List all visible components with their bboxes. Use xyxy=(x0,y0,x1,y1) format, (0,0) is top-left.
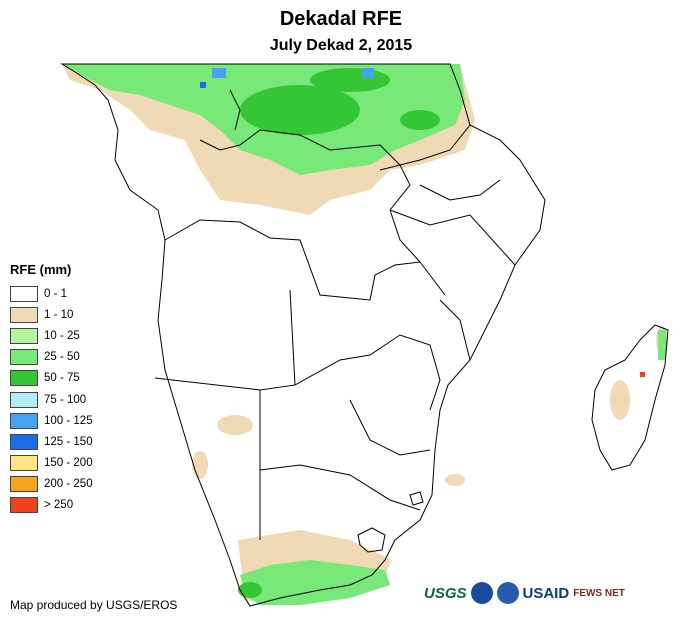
legend-item: 1 - 10 xyxy=(10,304,93,325)
legend-item: 100 - 125 xyxy=(10,410,93,431)
legend-label: 10 - 25 xyxy=(44,329,80,342)
legend-item: 150 - 200 xyxy=(10,453,93,474)
legend-swatch xyxy=(10,433,38,450)
legend-swatch xyxy=(10,285,38,302)
legend-item: 125 - 150 xyxy=(10,431,93,452)
legend-label: 0 - 1 xyxy=(44,287,68,300)
legend-label: 75 - 100 xyxy=(44,393,87,406)
legend-swatch xyxy=(10,391,38,408)
legend: RFE (mm) 0 - 1 1 - 10 10 - 25 25 - 50 50 - 7… xyxy=(10,262,93,516)
legend-item: 50 - 75 xyxy=(10,368,93,389)
rainfall-50-75-zones xyxy=(238,68,440,598)
legend-swatch xyxy=(10,349,38,366)
legend-item: 200 - 250 xyxy=(10,474,93,495)
country-borders xyxy=(60,63,669,607)
legend-swatch xyxy=(10,497,38,514)
usaid-logo: USAID xyxy=(522,584,570,602)
legend-swatch xyxy=(10,412,38,429)
legend-swatch xyxy=(10,306,38,323)
nasa-logo-icon xyxy=(496,582,519,604)
usgs-logo: USGS xyxy=(424,584,467,602)
fews-net-logo: FEWS NET xyxy=(573,587,625,599)
legend-swatch xyxy=(10,455,38,472)
legend-item: 0 - 1 xyxy=(10,283,93,304)
legend-label: 50 - 75 xyxy=(44,372,80,385)
legend-item: 10 - 25 xyxy=(10,325,93,346)
legend-label: 1 - 10 xyxy=(44,308,74,321)
legend-item: 75 - 100 xyxy=(10,389,93,410)
legend-label: 100 - 125 xyxy=(44,414,93,427)
legend-swatch xyxy=(10,476,38,493)
legend-label: 150 - 200 xyxy=(44,457,93,470)
legend-label: > 250 xyxy=(44,499,74,512)
legend-item: 25 - 50 xyxy=(10,347,93,368)
rainfall-over-250-spot xyxy=(640,372,645,377)
legend-label: 125 - 150 xyxy=(44,435,93,448)
legend-swatch xyxy=(10,370,38,387)
rainfall-25-50-zones xyxy=(62,64,666,605)
map-title: Dekadal RFE xyxy=(279,8,403,30)
noaa-logo-icon xyxy=(470,582,493,604)
legend-label: 200 - 250 xyxy=(44,478,93,491)
legend-label: 25 - 50 xyxy=(44,351,80,364)
legend-swatch xyxy=(10,327,38,344)
legend-item: > 250 xyxy=(10,495,93,516)
map-credit: Map produced by USGS/EROS xyxy=(10,598,178,612)
legend-title: RFE (mm) xyxy=(10,262,72,277)
map-subtitle: July Dekad 2, 2015 xyxy=(269,37,413,54)
partner-logos: USGS USAID FEWS NET xyxy=(424,582,625,604)
rainfall-100-150-spots xyxy=(200,68,374,88)
